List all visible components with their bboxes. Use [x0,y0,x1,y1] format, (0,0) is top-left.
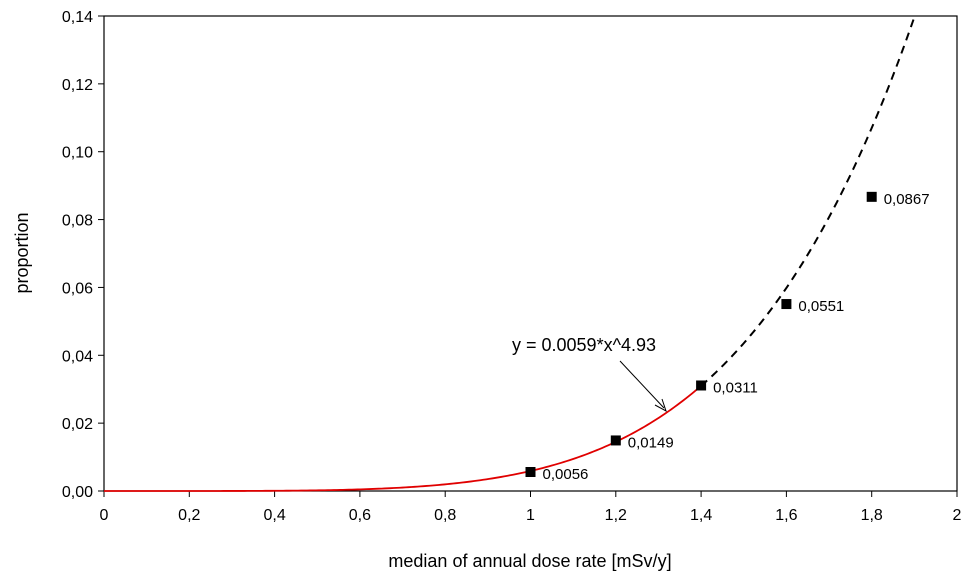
fit-curve-solid [104,385,702,492]
y-tick-label: 0,04 [62,348,93,365]
data-label: 0,0311 [713,379,758,396]
data-point [866,191,877,202]
data-point [781,299,792,310]
data-point [525,467,536,477]
y-tick-label: 0,12 [62,77,93,94]
y-tick-label: 0,08 [62,213,93,230]
x-tick-label: 0,4 [263,507,285,524]
data-point [696,380,707,391]
y-tick-label: 0,02 [62,416,93,433]
data-label: 0,0551 [798,298,844,315]
data-point [610,435,621,446]
y-tick-label: 0,14 [62,9,93,26]
x-tick-label: 2 [953,507,962,524]
annotation-layer: y = 0.0059*x^4.93 [512,335,667,413]
x-tick-label: 1 [526,507,535,524]
x-axis-title: median of annual dose rate [mSv/y] [388,551,671,571]
y-tick-label: 0,06 [62,280,93,297]
x-tick-label: 0,8 [434,507,456,524]
y-axis-title: proportion [12,212,32,293]
y-tick-label: 0,10 [62,145,93,162]
y-tick-label: 0,00 [62,484,93,501]
data-label: 0,0867 [884,191,930,208]
fit-equation-label: y = 0.0059*x^4.93 [512,335,656,355]
equation-pointer-line [619,360,665,409]
fit-curve-dashed [700,15,916,387]
data-label: 0,0056 [543,466,589,483]
x-tick-label: 1,6 [775,507,797,524]
x-tick-label: 1,4 [690,507,712,524]
x-tick-label: 0,6 [349,507,371,524]
equation-pointer-arrowhead [654,398,667,413]
x-tick-label: 0,2 [178,507,200,524]
x-tick-label: 1,2 [605,507,627,524]
data-label: 0,0149 [628,434,674,451]
plot-frame [103,15,958,492]
data-points-layer: 0,0056 0,0149 0,0311 0,0551 0,0867 [525,191,930,483]
fit-curve-layer [104,15,916,492]
plot-layer: 0 0,2 0,4 0,6 0,8 1 1,2 1,4 1,6 1,8 2 0,00 0,02 0,04 0… [62,9,962,524]
x-tick-label: 1,8 [861,507,883,524]
x-tick-label: 0 [100,507,109,524]
